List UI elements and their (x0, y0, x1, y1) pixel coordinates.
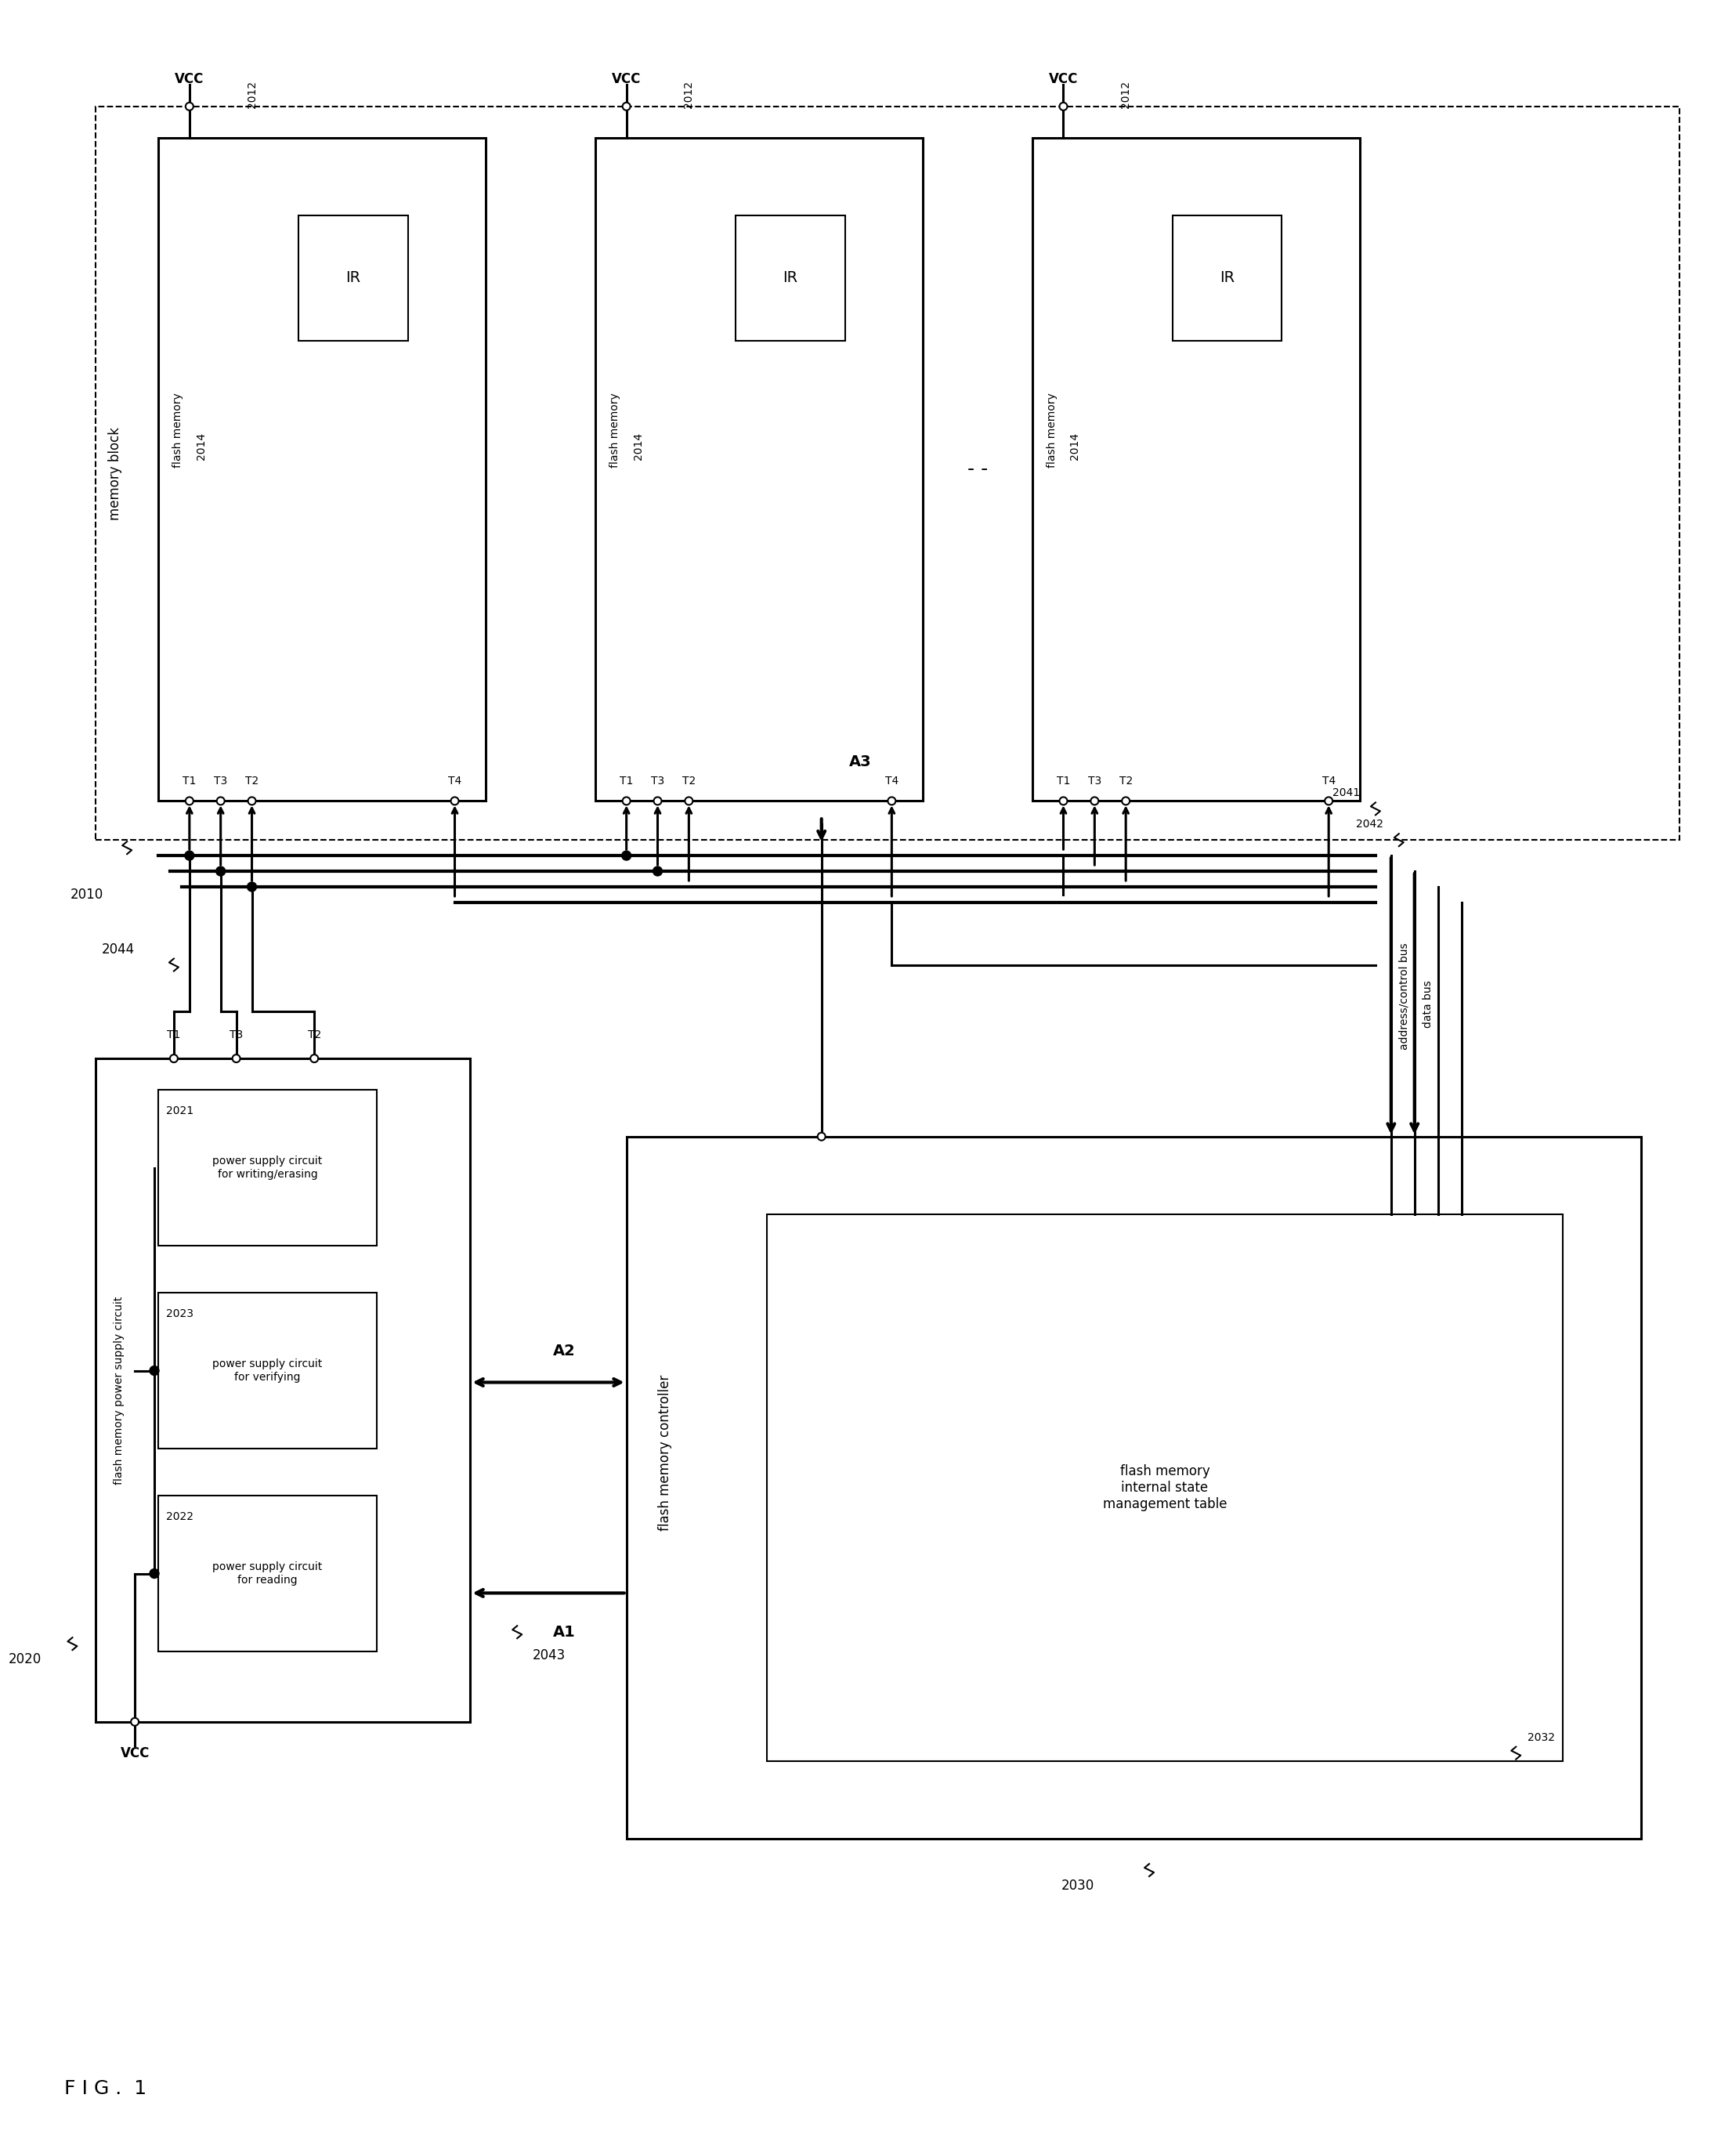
Text: address/control bus: address/control bus (1399, 942, 1409, 1050)
Circle shape (186, 103, 193, 110)
Text: 2030: 2030 (1062, 1878, 1095, 1893)
Text: A1: A1 (552, 1626, 575, 1639)
Circle shape (1122, 798, 1129, 804)
Text: T2: T2 (1119, 776, 1132, 787)
Text: 2022: 2022 (165, 1511, 193, 1522)
Text: T4: T4 (447, 776, 461, 787)
Text: IR: IR (346, 272, 361, 285)
Bar (1033, 138, 1360, 802)
Text: flash memory: flash memory (1046, 392, 1057, 468)
Text: IR: IR (1220, 272, 1234, 285)
Text: T1: T1 (1057, 776, 1070, 787)
Text: T3: T3 (651, 776, 664, 787)
Text: 2014: 2014 (1069, 431, 1081, 459)
Circle shape (150, 1367, 158, 1376)
Text: flash memory: flash memory (172, 392, 182, 468)
Text: A2: A2 (552, 1343, 575, 1358)
Circle shape (215, 867, 225, 875)
Circle shape (217, 798, 224, 804)
Circle shape (248, 882, 256, 890)
Circle shape (652, 867, 663, 875)
Circle shape (621, 852, 632, 860)
Text: 2032: 2032 (1528, 1731, 1556, 1742)
Text: VCC: VCC (611, 71, 640, 86)
Text: IR: IR (783, 272, 799, 285)
Circle shape (310, 1054, 318, 1063)
Circle shape (1060, 798, 1067, 804)
Text: T4: T4 (1322, 776, 1335, 787)
Text: 2014: 2014 (196, 431, 207, 459)
Bar (735, 216, 845, 341)
Text: 2023: 2023 (165, 1309, 193, 1319)
Circle shape (184, 852, 194, 860)
Text: 2021: 2021 (165, 1106, 193, 1117)
Text: A3: A3 (848, 755, 873, 770)
Bar (626, 1136, 1640, 1839)
Text: T1: T1 (182, 776, 196, 787)
Circle shape (170, 1054, 177, 1063)
Text: F I G .  1: F I G . 1 (65, 2078, 146, 2098)
Text: 2043: 2043 (534, 1649, 566, 1662)
Text: flash memory power supply circuit: flash memory power supply circuit (114, 1296, 124, 1483)
Text: T4: T4 (885, 776, 898, 787)
Text: T2: T2 (308, 1031, 322, 1041)
Bar (96, 106, 1680, 841)
Bar (1172, 216, 1282, 341)
Text: T3: T3 (229, 1031, 243, 1041)
Text: data bus: data bus (1422, 981, 1434, 1028)
Circle shape (1091, 798, 1098, 804)
Text: 2041: 2041 (1332, 787, 1360, 798)
Text: memory block: memory block (108, 427, 122, 520)
Text: VCC: VCC (176, 71, 205, 86)
Circle shape (817, 1132, 826, 1141)
Circle shape (186, 798, 193, 804)
Circle shape (1325, 798, 1332, 804)
Text: 2012: 2012 (683, 82, 694, 108)
Text: 2010: 2010 (71, 888, 103, 901)
Circle shape (451, 798, 460, 804)
Text: T1: T1 (167, 1031, 181, 1041)
Circle shape (888, 798, 895, 804)
Circle shape (654, 798, 661, 804)
Text: power supply circuit
for reading: power supply circuit for reading (213, 1561, 322, 1585)
Circle shape (685, 798, 694, 804)
Bar (595, 138, 922, 802)
Text: flash memory
internal state
management table: flash memory internal state management t… (1103, 1464, 1227, 1511)
Circle shape (623, 103, 630, 110)
Circle shape (248, 798, 256, 804)
Text: - -: - - (967, 459, 988, 479)
Text: T3: T3 (1088, 776, 1101, 787)
Text: 2042: 2042 (1356, 819, 1384, 830)
Bar (158, 1089, 377, 1246)
Bar (158, 1496, 377, 1651)
Text: T1: T1 (620, 776, 633, 787)
Bar (299, 216, 408, 341)
Text: T2: T2 (682, 776, 695, 787)
Text: 2044: 2044 (102, 942, 134, 957)
Text: 2014: 2014 (633, 431, 644, 459)
Text: VCC: VCC (120, 1746, 150, 1759)
Text: T2: T2 (244, 776, 258, 787)
Circle shape (1060, 103, 1067, 110)
Text: flash memory controller: flash memory controller (659, 1376, 673, 1531)
Text: T3: T3 (213, 776, 227, 787)
Circle shape (131, 1718, 139, 1725)
Circle shape (232, 1054, 241, 1063)
Bar (158, 1294, 377, 1449)
Text: 2012: 2012 (246, 82, 258, 108)
Text: power supply circuit
for verifying: power supply circuit for verifying (213, 1358, 322, 1382)
Text: power supply circuit
for writing/erasing: power supply circuit for writing/erasing (213, 1156, 322, 1179)
Bar (158, 138, 485, 802)
Text: VCC: VCC (1048, 71, 1077, 86)
Text: 2012: 2012 (1120, 82, 1131, 108)
Bar (96, 1059, 470, 1723)
Circle shape (623, 798, 630, 804)
Bar (768, 1214, 1563, 1761)
Circle shape (150, 1570, 158, 1578)
Text: 2020: 2020 (9, 1651, 41, 1667)
Text: flash memory: flash memory (609, 392, 620, 468)
